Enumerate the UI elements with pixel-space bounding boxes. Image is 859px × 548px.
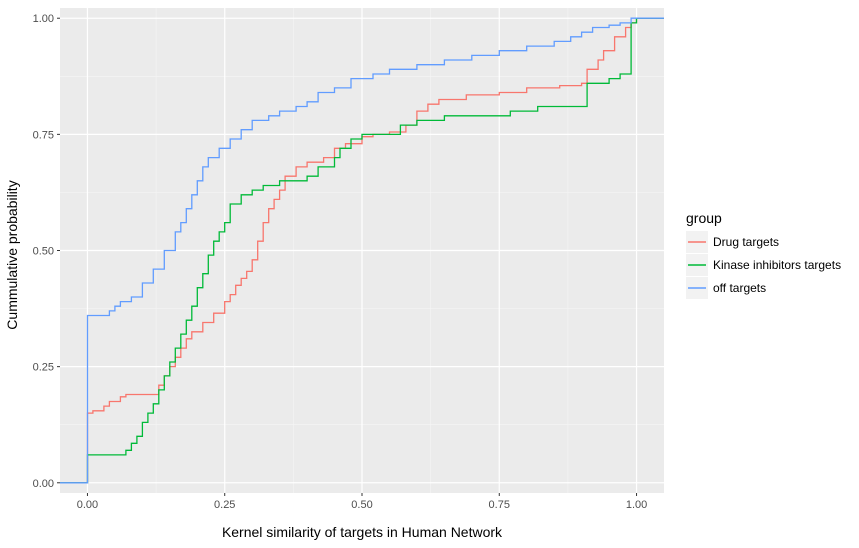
y-tick-label: 0.75 [33,129,54,141]
y-tick-label: 0.00 [33,478,54,490]
legend-label: Kinase inhibitors targets [713,258,841,272]
x-tick-label: 0.75 [489,499,510,511]
y-tick-label: 0.25 [33,362,54,374]
y-tick-label: 1.00 [33,13,54,25]
legend-label: Drug targets [713,235,779,249]
x-tick-label: 0.50 [351,499,372,511]
grid-major [60,8,664,493]
x-tick-label: 1.00 [626,499,647,511]
x-tick-label: 0.00 [77,499,98,511]
series-layer [60,17,664,484]
y-tick-label: 0.50 [33,246,54,258]
series-line-1 [60,17,664,484]
x-axis-title: Kernel similarity of targets in Human Ne… [222,524,503,540]
y-axis-title: Cummulative probability [4,180,20,329]
legend-title: group [686,210,722,226]
x-axis: 0.00 0.25 0.50 0.75 1.00 [77,493,647,511]
y-axis: 0.00 0.25 0.50 0.75 1.00 [33,13,60,490]
x-tick-label: 0.25 [214,499,235,511]
legend-label: off targets [713,281,766,295]
legend: group Drug targets Kinase inhibitors targ… [686,210,841,299]
series-line-2 [60,17,664,484]
